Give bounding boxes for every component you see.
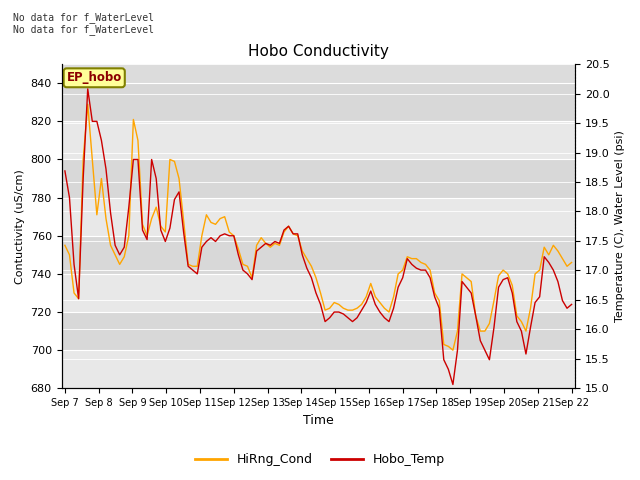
- Bar: [61, 274, 575, 312]
- X-axis label: Time: Time: [303, 414, 333, 427]
- Bar: [61, 236, 575, 274]
- Text: EP_hobo: EP_hobo: [67, 72, 122, 84]
- Text: No data for f_WaterLevel: No data for f_WaterLevel: [13, 12, 154, 23]
- Bar: [61, 350, 575, 388]
- Bar: [61, 198, 575, 236]
- Legend: HiRng_Cond, Hobo_Temp: HiRng_Cond, Hobo_Temp: [190, 448, 450, 471]
- Bar: [61, 83, 575, 121]
- Bar: [61, 312, 575, 350]
- Y-axis label: Contuctivity (uS/cm): Contuctivity (uS/cm): [15, 169, 25, 284]
- Bar: [61, 159, 575, 198]
- Bar: [61, 121, 575, 159]
- Title: Hobo Conductivity: Hobo Conductivity: [248, 44, 388, 59]
- Text: No data for f_WaterLevel: No data for f_WaterLevel: [13, 24, 154, 35]
- Y-axis label: Temperature (C), Water Level (psi): Temperature (C), Water Level (psi): [615, 130, 625, 322]
